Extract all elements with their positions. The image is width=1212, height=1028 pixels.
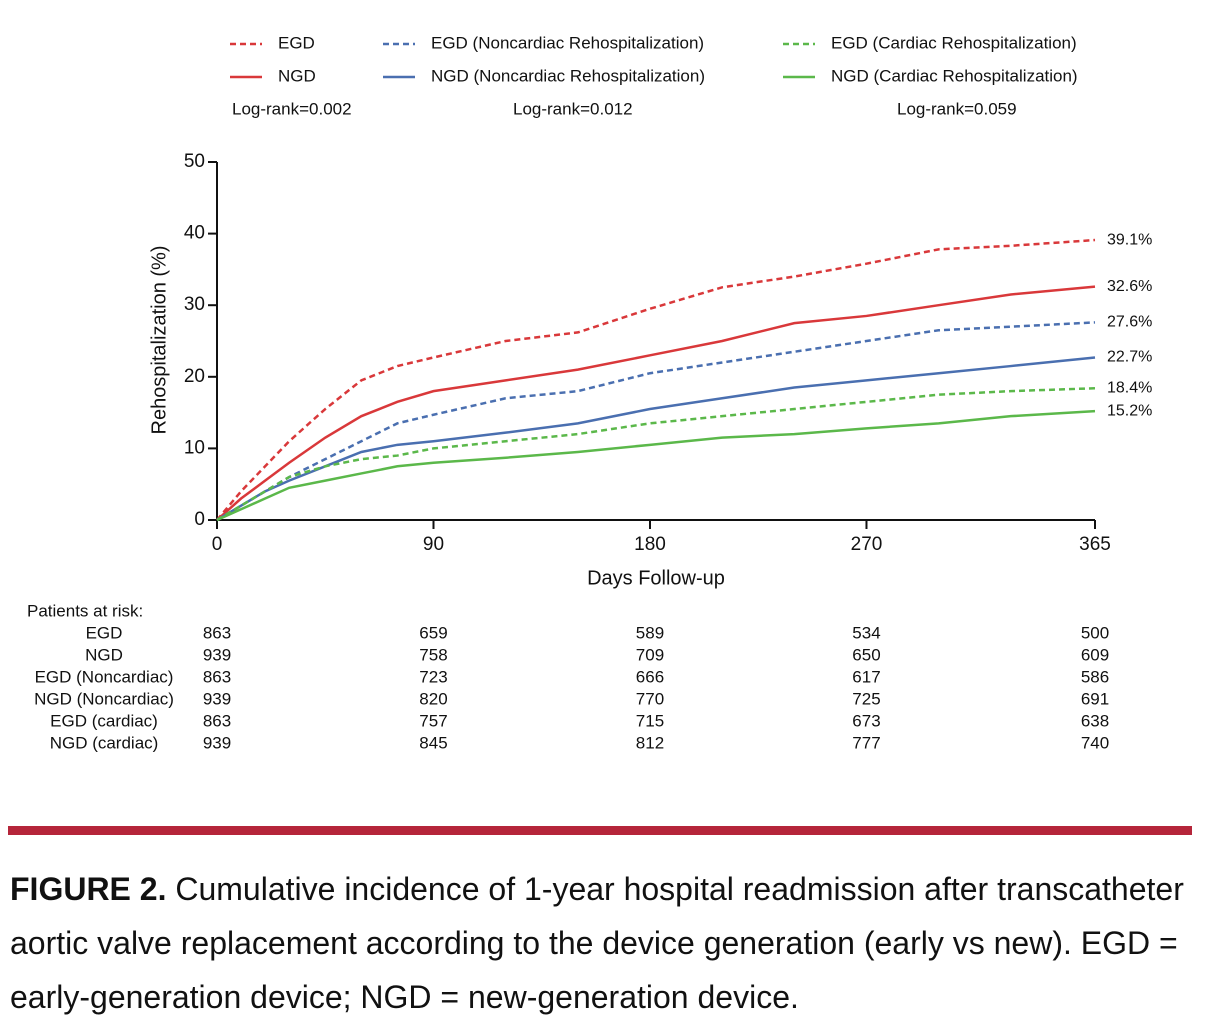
y-tick-label: 40 (184, 223, 205, 244)
risk-value: 777 (852, 733, 880, 752)
y-tick-label: 50 (184, 151, 205, 172)
risk-value: 659 (419, 623, 447, 642)
risk-row-label: NGD (85, 645, 123, 664)
risk-value: 758 (419, 645, 447, 664)
x-tick-label: 90 (423, 534, 444, 555)
x-tick-label: 270 (851, 534, 883, 555)
x-axis-label: Days Follow-up (587, 567, 725, 589)
y-tick-label: 0 (194, 509, 205, 530)
risk-value: 534 (852, 623, 880, 642)
risk-value: 609 (1081, 645, 1109, 664)
risk-value: 770 (636, 689, 664, 708)
risk-value: 638 (1081, 711, 1109, 730)
end-label: 32.6% (1107, 278, 1152, 295)
risk-row-label: EGD (Noncardiac) (35, 667, 174, 686)
risk-value: 863 (203, 623, 231, 642)
x-tick-label: 180 (634, 534, 666, 555)
end-label: 27.6% (1107, 314, 1152, 331)
risk-row-label: NGD (cardiac) (50, 733, 159, 752)
risk-value: 650 (852, 645, 880, 664)
series-line (216, 409, 1096, 522)
risk-value: 863 (203, 711, 231, 730)
caption-label: FIGURE 2. (10, 871, 167, 907)
risk-value: 812 (636, 733, 664, 752)
end-label: 18.4% (1107, 379, 1152, 396)
legend-label: EGD (Cardiac Rehospitalization) (831, 33, 1077, 52)
risk-table-title: Patients at risk: (27, 601, 143, 620)
end-label: 22.7% (1107, 349, 1152, 366)
risk-value: 725 (852, 689, 880, 708)
y-axis-label: Rehospitalization (%) (148, 246, 170, 435)
risk-value: 939 (203, 733, 231, 752)
risk-value: 863 (203, 667, 231, 686)
end-label: 15.2% (1107, 402, 1152, 419)
risk-row-label: NGD (Noncardiac) (34, 689, 174, 708)
series-line (216, 285, 1096, 521)
log-rank: Log-rank=0.059 (897, 99, 1017, 118)
series-line (216, 356, 1096, 522)
risk-value: 691 (1081, 689, 1109, 708)
risk-value: 617 (852, 667, 880, 686)
chart: Rehospitalization (%) Days Follow-up Pat… (27, 33, 1152, 752)
risk-value: 709 (636, 645, 664, 664)
y-tick-label: 20 (184, 366, 205, 387)
log-rank: Log-rank=0.002 (232, 99, 352, 118)
series-line (216, 387, 1096, 522)
risk-value: 939 (203, 645, 231, 664)
x-tick-label: 0 (212, 534, 223, 555)
risk-value: 589 (636, 623, 664, 642)
risk-value: 939 (203, 689, 231, 708)
legend-label: NGD (Noncardiac Rehospitalization) (431, 66, 705, 85)
risk-value: 666 (636, 667, 664, 686)
risk-row-label: EGD (86, 623, 123, 642)
end-label: 39.1% (1107, 231, 1152, 248)
caption: FIGURE 2. Cumulative incidence of 1-year… (10, 862, 1200, 1024)
legend-label: NGD (Cardiac Rehospitalization) (831, 66, 1078, 85)
y-tick-label: 10 (184, 437, 205, 458)
risk-value: 673 (852, 711, 880, 730)
series-line (216, 238, 1096, 521)
legend-label: NGD (278, 66, 316, 85)
risk-value: 715 (636, 711, 664, 730)
legend-label: EGD (278, 33, 315, 52)
caption-text: Cumulative incidence of 1-year hospital … (10, 871, 1184, 1015)
risk-value: 820 (419, 689, 447, 708)
divider (8, 826, 1192, 835)
y-tick-label: 30 (184, 294, 205, 315)
risk-value: 740 (1081, 733, 1109, 752)
risk-value: 845 (419, 733, 447, 752)
risk-value: 500 (1081, 623, 1109, 642)
x-tick-label: 365 (1079, 534, 1111, 555)
risk-value: 757 (419, 711, 447, 730)
legend-label: EGD (Noncardiac Rehospitalization) (431, 33, 704, 52)
log-rank: Log-rank=0.012 (513, 99, 633, 118)
risk-value: 586 (1081, 667, 1109, 686)
risk-value: 723 (419, 667, 447, 686)
risk-row-label: EGD (cardiac) (50, 711, 158, 730)
